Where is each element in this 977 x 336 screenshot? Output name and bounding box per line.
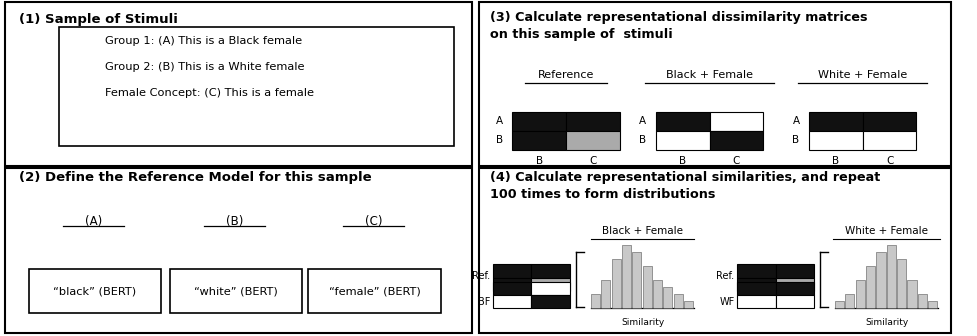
- Bar: [709, 131, 762, 150]
- Bar: [886, 245, 895, 308]
- Bar: [479, 2, 950, 166]
- Text: “white” (BERT): “white” (BERT): [193, 286, 277, 296]
- Bar: [775, 282, 813, 295]
- Bar: [531, 264, 570, 278]
- Bar: [808, 131, 862, 150]
- Bar: [834, 301, 843, 308]
- Bar: [653, 280, 661, 308]
- Text: Group 1: (A) This is a Black female: Group 1: (A) This is a Black female: [106, 36, 302, 46]
- Bar: [492, 295, 531, 308]
- Text: C: C: [732, 156, 740, 166]
- Text: C: C: [588, 156, 596, 166]
- Text: Similarity: Similarity: [620, 318, 663, 327]
- Bar: [875, 252, 884, 308]
- Text: WF: WF: [718, 297, 734, 307]
- Text: A: A: [639, 116, 646, 126]
- Bar: [479, 168, 950, 333]
- Text: C: C: [885, 156, 892, 166]
- Text: (1) Sample of Stimuli: (1) Sample of Stimuli: [20, 13, 178, 27]
- Text: Black + Female: Black + Female: [665, 70, 752, 80]
- Bar: [611, 259, 620, 308]
- Bar: [656, 112, 709, 131]
- Bar: [916, 294, 926, 308]
- Text: B: B: [535, 156, 542, 166]
- Bar: [492, 264, 531, 278]
- Text: Ref.: Ref.: [715, 271, 734, 281]
- Bar: [531, 295, 570, 308]
- Bar: [775, 278, 813, 291]
- Text: Similarity: Similarity: [865, 318, 908, 327]
- Bar: [566, 112, 619, 131]
- Text: White + Female: White + Female: [818, 70, 907, 80]
- Bar: [737, 278, 775, 291]
- Bar: [531, 282, 570, 295]
- Text: (3) Calculate representational dissimilarity matrices
on this sample of  stimuli: (3) Calculate representational dissimila…: [489, 11, 867, 41]
- Bar: [866, 266, 874, 308]
- Bar: [642, 266, 651, 308]
- Bar: [737, 282, 775, 295]
- Bar: [601, 280, 610, 308]
- Text: Ref.: Ref.: [472, 271, 489, 281]
- Text: A: A: [495, 116, 502, 126]
- Text: Female Concept: (C) This is a female: Female Concept: (C) This is a female: [106, 88, 314, 98]
- Bar: [492, 282, 531, 295]
- Text: (B): (B): [226, 215, 243, 227]
- Bar: [590, 294, 599, 308]
- Bar: [775, 295, 813, 308]
- Text: B: B: [791, 135, 799, 145]
- Bar: [862, 112, 915, 131]
- Text: Reference: Reference: [537, 70, 594, 80]
- Text: White + Female: White + Female: [844, 226, 927, 236]
- Bar: [28, 269, 161, 313]
- Bar: [631, 252, 641, 308]
- Bar: [656, 131, 709, 150]
- Bar: [907, 280, 915, 308]
- Text: B: B: [639, 135, 646, 145]
- Bar: [673, 294, 682, 308]
- Bar: [737, 264, 775, 278]
- Bar: [927, 301, 936, 308]
- Text: B: B: [495, 135, 502, 145]
- Bar: [844, 294, 854, 308]
- Bar: [683, 301, 693, 308]
- Text: Black + Female: Black + Female: [602, 226, 682, 236]
- Text: (C): (C): [364, 215, 382, 227]
- Bar: [512, 112, 566, 131]
- Text: “female” (BERT): “female” (BERT): [328, 286, 420, 296]
- Bar: [737, 295, 775, 308]
- Bar: [566, 131, 619, 150]
- Text: Group 2: (B) This is a White female: Group 2: (B) This is a White female: [106, 62, 305, 72]
- Text: (2) Define the Reference Model for this sample: (2) Define the Reference Model for this …: [20, 171, 371, 184]
- Bar: [169, 269, 301, 313]
- Text: (4) Calculate representational similarities, and repeat
100 times to form distri: (4) Calculate representational similarit…: [489, 171, 879, 201]
- Bar: [621, 245, 630, 308]
- Bar: [862, 131, 915, 150]
- Bar: [492, 278, 531, 291]
- Text: B: B: [831, 156, 838, 166]
- Bar: [896, 259, 906, 308]
- Bar: [308, 269, 440, 313]
- Text: (A): (A): [85, 215, 103, 227]
- Bar: [855, 280, 864, 308]
- Bar: [5, 168, 472, 333]
- Text: “black” (BERT): “black” (BERT): [53, 286, 136, 296]
- Text: BF: BF: [478, 297, 489, 307]
- Bar: [775, 264, 813, 278]
- Text: A: A: [791, 116, 799, 126]
- Bar: [512, 131, 566, 150]
- Bar: [709, 112, 762, 131]
- Bar: [60, 27, 453, 146]
- Bar: [531, 278, 570, 291]
- Bar: [5, 2, 472, 166]
- Bar: [808, 112, 862, 131]
- Bar: [662, 287, 671, 308]
- Text: B: B: [679, 156, 686, 166]
